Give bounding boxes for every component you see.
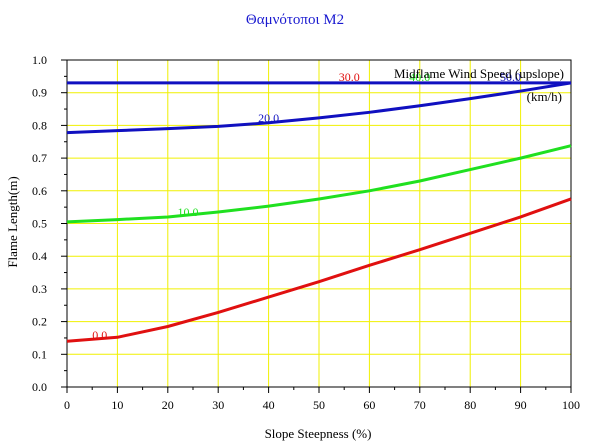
y-tick-label: 0.7 — [32, 151, 47, 165]
x-tick-label: 20 — [162, 398, 174, 412]
x-axis-label: Slope Steepness (%) — [265, 426, 372, 441]
y-tick-label: 0.3 — [32, 282, 47, 296]
series-line-0-0 — [66, 197, 572, 343]
plot-frame — [66, 59, 572, 388]
y-tick-label: 0.2 — [32, 315, 47, 329]
x-tick-label: 40 — [263, 398, 275, 412]
series-line-10-0 — [66, 144, 572, 224]
x-tick-label: 100 — [562, 398, 580, 412]
y-tick-label: 0.5 — [32, 217, 47, 231]
y-tick-label: 1.0 — [32, 53, 47, 67]
x-tick-label: 90 — [515, 398, 527, 412]
x-tick-label: 80 — [464, 398, 476, 412]
y-tick-label: 0.0 — [32, 380, 47, 394]
series-label-20-0: 20.0 — [258, 111, 279, 125]
series-label-30-0: 30.0 — [339, 70, 360, 84]
y-tick-label: 0.6 — [32, 184, 47, 198]
y-tick-labels: 0.0 0.1 0.2 0.3 0.4 0.5 0.6 0.7 0.8 0.9 1.0 — [32, 53, 47, 394]
x-tick-label: 10 — [111, 398, 123, 412]
series-label-0-0: 0.0 — [92, 328, 107, 342]
y-tick-label: 0.9 — [32, 86, 47, 100]
x-tick-label: 70 — [414, 398, 426, 412]
x-tick-labels: 0 10 20 30 40 50 60 70 80 90 100 — [64, 398, 580, 412]
y-axis-label: Flame Length(m) — [5, 176, 20, 267]
x-tick-label: 0 — [64, 398, 70, 412]
y-tick-label: 0.8 — [32, 118, 47, 132]
y-tick-label: 0.1 — [32, 347, 47, 361]
series-label-10-0: 10.0 — [177, 205, 198, 219]
series-line-20-0 — [66, 81, 572, 135]
series-labels: 0.0 10.0 20.0 30.0 40.0 50.0 — [92, 70, 521, 342]
grid — [67, 60, 571, 387]
chart-title: Θαμνότοποι M2 — [246, 12, 344, 28]
x-tick-label: 30 — [212, 398, 224, 412]
series-label-40-0: 40.0 — [409, 70, 430, 84]
x-tick-label: 50 — [313, 398, 325, 412]
series-lines — [66, 81, 572, 343]
y-tick-label: 0.4 — [32, 249, 47, 263]
axes — [61, 59, 572, 393]
legend-units: (km/h) — [527, 89, 562, 104]
x-tick-label: 60 — [363, 398, 375, 412]
legend-title: Midflame Wind Speed (upslope) — [394, 66, 564, 81]
series-label-50-0: 50.0 — [500, 70, 521, 84]
